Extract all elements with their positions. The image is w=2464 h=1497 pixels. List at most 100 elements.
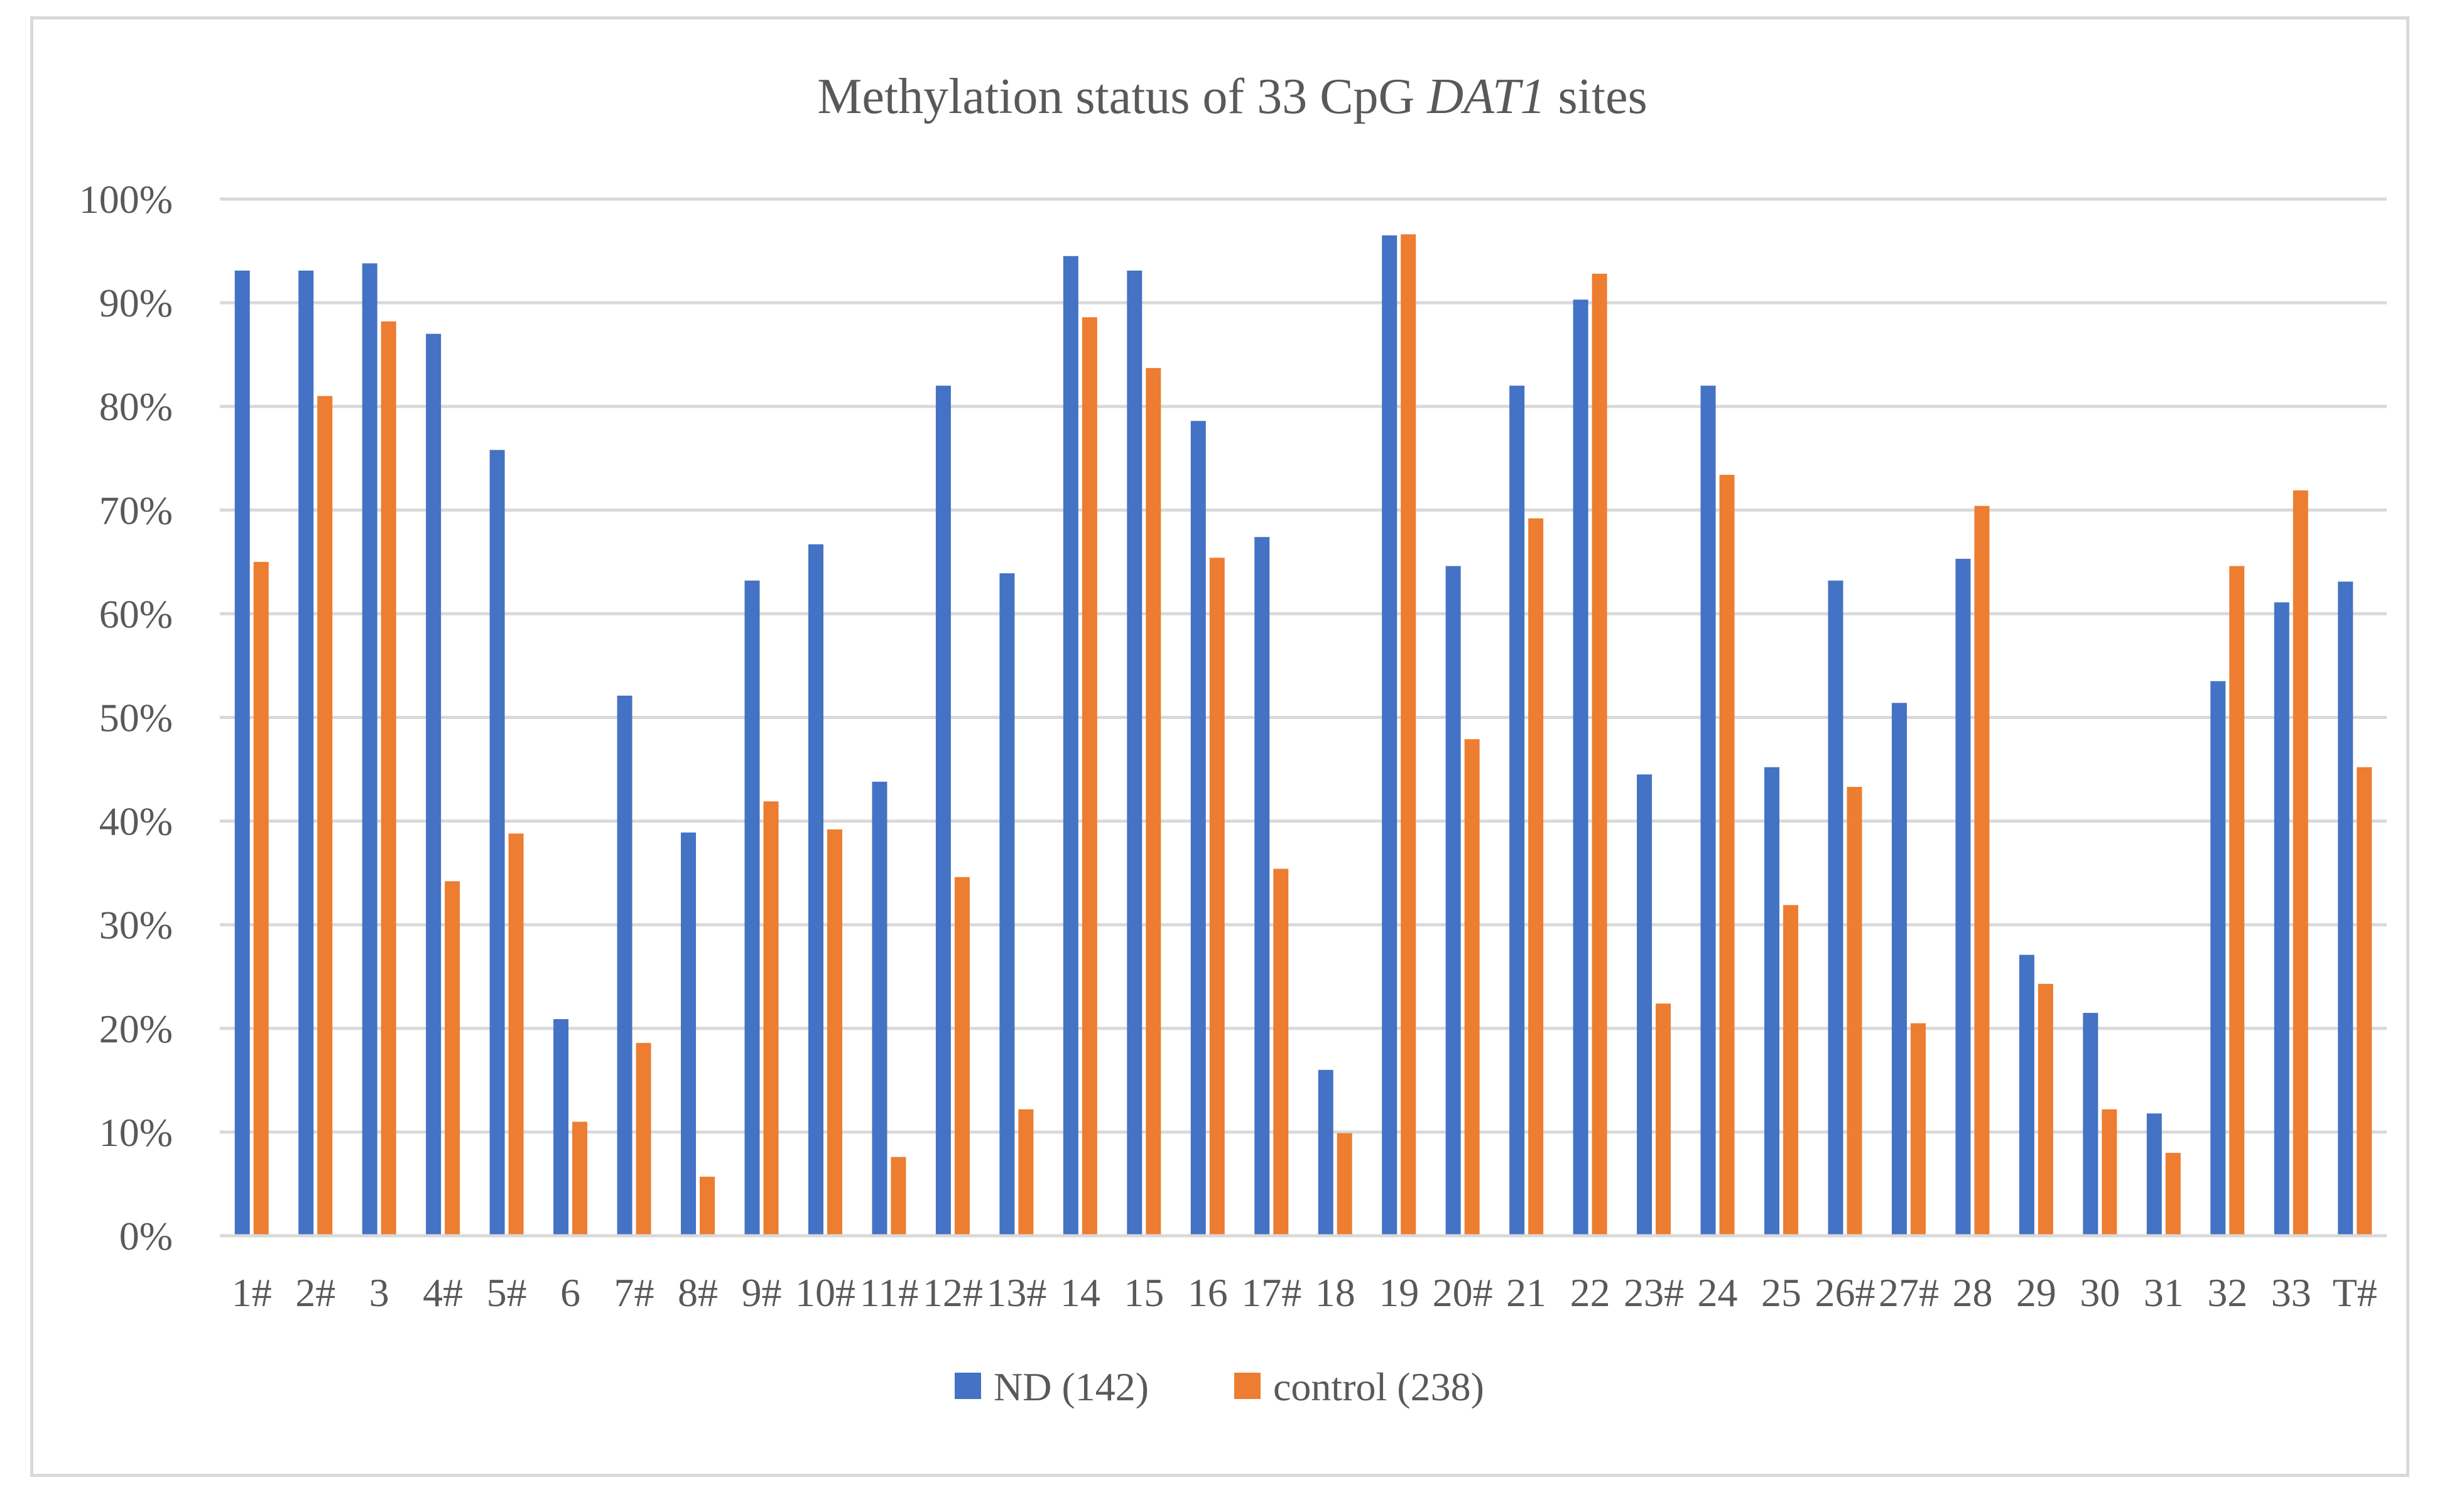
bar-nd-17-hash: [1254, 537, 1270, 1236]
x-tick-label: 20#: [1433, 1270, 1493, 1315]
bar-nd-27-hash: [1891, 703, 1907, 1236]
bar-control-13-hash: [1018, 1109, 1034, 1236]
bar-nd-15: [1127, 270, 1142, 1236]
bar-nd-18: [1318, 1069, 1333, 1236]
y-tick-label: 30%: [99, 903, 173, 948]
x-tick-label: 23#: [1624, 1270, 1684, 1315]
bar-nd-25: [1764, 767, 1780, 1236]
bar-nd-4-hash: [426, 333, 442, 1236]
x-tick-label: 25: [1761, 1270, 1801, 1315]
bar-nd-9-hash: [744, 580, 760, 1236]
bar-nd-1-hash: [234, 270, 250, 1236]
y-tick-label: 60%: [99, 592, 173, 636]
bar-control-19: [1401, 234, 1416, 1236]
y-tick-label: 90%: [99, 281, 173, 325]
bar-nd-2-hash: [298, 270, 314, 1236]
bar-nd-21: [1509, 386, 1525, 1236]
bar-control-24: [1719, 475, 1735, 1236]
y-tick-label: 80%: [99, 384, 173, 429]
bar-control-T-hash: [2357, 767, 2372, 1236]
x-tick-label: 5#: [487, 1270, 527, 1315]
x-tick-label: 17#: [1241, 1270, 1301, 1315]
x-axis-ticks: 1# 2# 3 4# 5# 6 7# 8# 9# 10# 11# 12# 13# 14 15 16 17# 18 1…: [232, 1270, 2377, 1315]
x-tick-label: 26#: [1815, 1270, 1875, 1315]
bar-control-26-hash: [1847, 787, 1862, 1236]
bar-nd-30: [2083, 1013, 2098, 1236]
bar-nd-8-hash: [681, 832, 697, 1236]
x-tick-label: 11#: [860, 1270, 919, 1315]
bar-nd-20-hash: [1445, 566, 1461, 1236]
x-tick-label: 16: [1188, 1270, 1228, 1315]
bar-control-30: [2102, 1109, 2117, 1236]
bar-nd-3: [362, 263, 377, 1236]
x-tick-label: 30: [2080, 1270, 2120, 1315]
y-tick-label: 40%: [99, 799, 173, 844]
bar-nd-23-hash: [1637, 774, 1653, 1236]
bar-control-4-hash: [445, 881, 460, 1236]
bar-nd-33: [2274, 602, 2289, 1236]
legend-swatch-control: [1234, 1373, 1261, 1399]
bar-control-15: [1146, 368, 1161, 1236]
bar-nd-11-hash: [872, 781, 887, 1236]
bar-nd-12-hash: [935, 386, 951, 1236]
bar-control-11-hash: [891, 1157, 906, 1236]
bar-nd-22: [1573, 300, 1588, 1236]
x-tick-label: 32: [2207, 1270, 2247, 1315]
x-tick-label: 3: [369, 1270, 389, 1315]
bar-nd-5-hash: [489, 450, 505, 1236]
x-tick-label: 8#: [678, 1270, 718, 1315]
x-tick-label: 21: [1506, 1270, 1546, 1315]
x-tick-label: 15: [1124, 1270, 1164, 1315]
x-tick-label: 7#: [614, 1270, 654, 1315]
x-tick-label: 2#: [295, 1270, 335, 1315]
bar-control-9-hash: [763, 801, 779, 1236]
x-tick-label: 22: [1570, 1270, 1610, 1315]
y-tick-label: 50%: [99, 696, 173, 740]
legend-swatch-nd: [955, 1373, 981, 1399]
chart-title-part-1: Methylation status of 33 CpG: [817, 69, 1427, 124]
x-tick-label: 27#: [1879, 1270, 1939, 1315]
x-tick-label: 19: [1379, 1270, 1419, 1315]
bar-control-14: [1082, 317, 1097, 1236]
x-tick-label: 31: [2144, 1270, 2184, 1315]
bar-control-20-hash: [1464, 739, 1480, 1236]
x-tick-label: 10#: [795, 1270, 855, 1315]
x-tick-label: 9#: [742, 1270, 782, 1315]
bar-control-33: [2293, 490, 2308, 1236]
bar-nd-29: [2019, 954, 2034, 1236]
bar-control-32: [2229, 566, 2245, 1236]
bar-nd-31: [2146, 1113, 2162, 1236]
x-tick-label: 4#: [423, 1270, 463, 1315]
bar-nd-6: [553, 1019, 569, 1236]
bar-nd-28: [1955, 558, 1971, 1236]
bar-nd-10-hash: [808, 544, 823, 1236]
bar-control-12-hash: [954, 877, 970, 1236]
x-tick-label: 28: [1952, 1270, 1992, 1315]
bar-nd-16: [1190, 421, 1206, 1236]
x-tick-label: 1#: [232, 1270, 272, 1315]
bar-control-29: [2038, 983, 2053, 1236]
x-tick-label: 12#: [923, 1270, 983, 1315]
bar-nd-26-hash: [1828, 580, 1843, 1236]
x-tick-label: 6: [560, 1270, 580, 1315]
chart-title: Methylation status of 33 CpG DAT1 sites: [817, 69, 1647, 124]
x-tick-label: 29: [2016, 1270, 2056, 1315]
bar-control-10-hash: [827, 829, 842, 1236]
bar-control-27-hash: [1910, 1023, 1926, 1236]
legend: ND (142) control (238): [955, 1365, 1484, 1409]
bar-control-21: [1528, 518, 1544, 1236]
legend-label-control: control (238): [1273, 1365, 1484, 1409]
bar-control-23-hash: [1656, 1003, 1671, 1236]
x-tick-label: 18: [1315, 1270, 1355, 1315]
bar-nd-24: [1700, 386, 1716, 1236]
legend-label-nd: ND (142): [994, 1365, 1149, 1409]
x-tick-label: 13#: [986, 1270, 1046, 1315]
bar-control-3: [381, 321, 396, 1236]
bar-control-8-hash: [700, 1176, 715, 1236]
bar-nd-19: [1382, 235, 1398, 1236]
y-tick-label: 10%: [99, 1110, 173, 1155]
bar-control-2-hash: [317, 396, 333, 1236]
x-tick-label: 14: [1060, 1270, 1100, 1315]
bar-control-16: [1209, 558, 1225, 1236]
